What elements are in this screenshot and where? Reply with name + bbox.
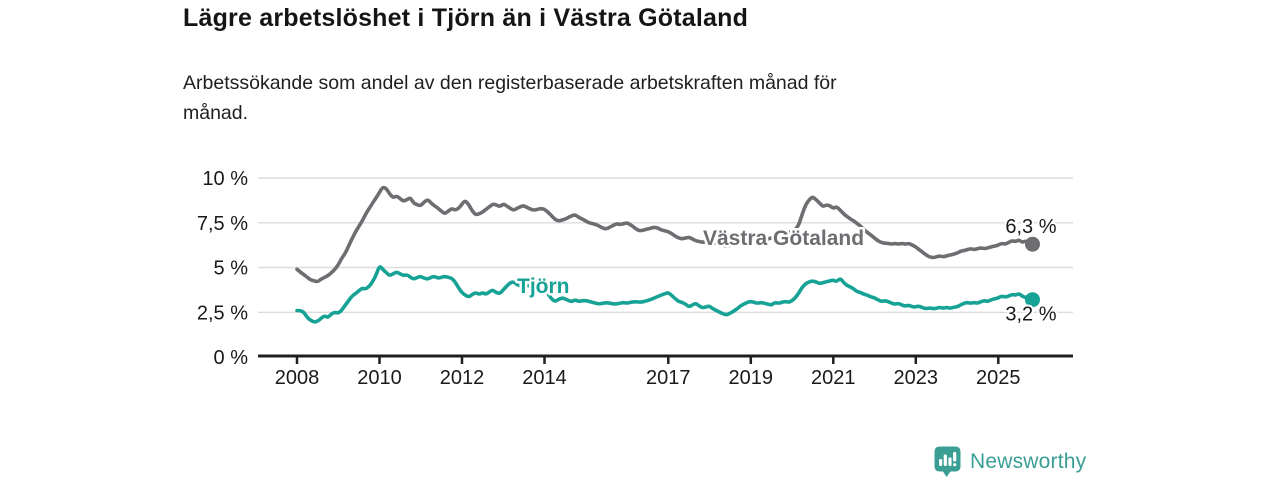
x-tick-label: 2023 — [894, 367, 939, 389]
series-label-vastra-gotaland: Västra Götaland — [703, 227, 864, 250]
x-tick-label: 2019 — [729, 367, 774, 389]
series-label-tjorn: Tjörn — [517, 275, 570, 298]
chart-subtitle: Arbetssökande som andel av den registerb… — [183, 68, 1053, 128]
x-tick-label: 2014 — [522, 367, 567, 389]
newsworthy-bubble-icon — [934, 446, 961, 477]
x-tick-label: 2010 — [357, 367, 402, 389]
newsworthy-wordmark: Newsworthy — [970, 450, 1087, 473]
x-tick-label: 2017 — [646, 367, 691, 389]
series-end-value-vastra-gotaland: 6,3 % — [1005, 216, 1056, 238]
newsworthy-logo: Newsworthy — [934, 446, 1087, 477]
series-line-vastra-gotaland — [295, 185, 1035, 284]
chart-subtitle-line-1: Arbetssökande som andel av den registerb… — [183, 72, 837, 94]
x-tick-label: 2012 — [440, 367, 485, 389]
x-tick-label: 2021 — [811, 367, 856, 389]
chart-subtitle-line-2: månad. — [183, 102, 249, 124]
series-end-dot-tjorn — [1025, 292, 1040, 308]
x-tick-label: 2008 — [275, 367, 320, 389]
y-tick-label: 5 % — [214, 258, 249, 280]
chart-title: Lägre arbetslöshet i Tjörn än i Västra G… — [183, 4, 749, 32]
series-end-dot-vastra-gotaland — [1025, 236, 1040, 252]
y-tick-label: 0 % — [214, 347, 249, 369]
y-tick-label: 2,5 % — [197, 302, 248, 324]
x-tick-label: 2025 — [976, 367, 1021, 389]
y-tick-label: 7,5 % — [197, 213, 248, 235]
series-end-value-tjorn: 3,2 % — [1005, 304, 1056, 326]
series-line-tjorn — [295, 265, 1035, 324]
y-tick-label: 10 % — [202, 168, 248, 190]
